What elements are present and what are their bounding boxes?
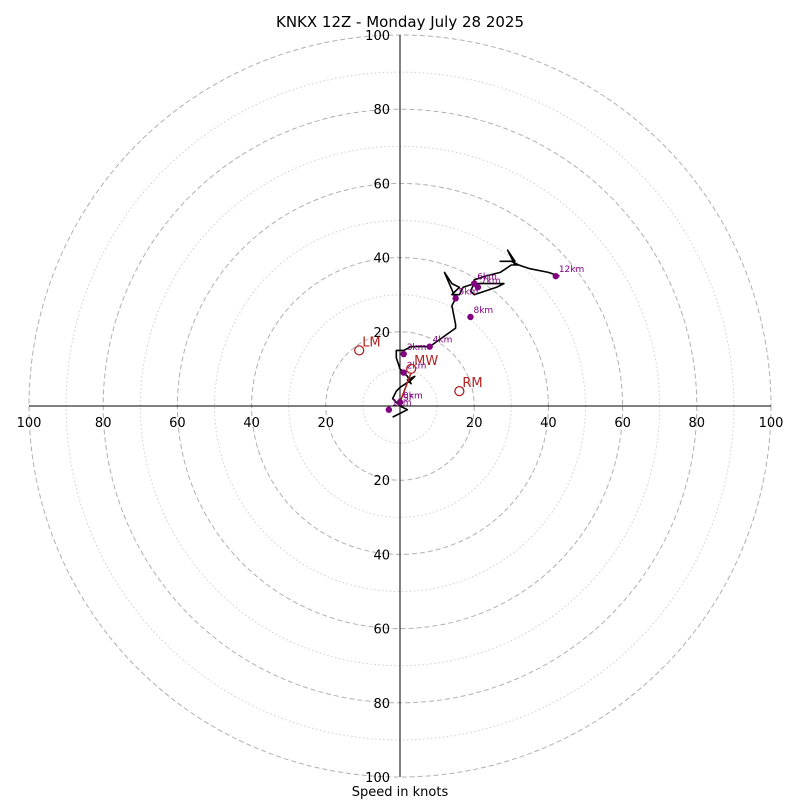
storm-motion-label-rm: RM [462,376,482,391]
storm-motion-rm [454,386,465,397]
y-tick-bottom-100: 100 [365,771,390,786]
hodograph-line [391,249,560,418]
x-tick-left-60: 60 [169,416,186,431]
y-tick-bottom-40: 40 [373,548,390,563]
shear-vector-label: SF [403,393,414,403]
x-tick-left-20: 20 [318,416,335,431]
height-marker-0km [396,399,404,406]
x-tick-left-100: 100 [17,416,42,431]
x-tick-right-20: 20 [466,416,483,431]
x-axis-label: Speed in knots [352,785,449,800]
x-tick-left-40: 40 [243,416,260,431]
tick-labels: 20 20 20 20 40 40 40 40 60 60 60 60 80 80 80 80 100 100 10… [17,29,784,786]
height-label-4km: 4km [433,336,453,346]
y-tick-top-80: 80 [373,103,390,118]
storm-motions: LM RM MW [354,335,483,397]
height-marker-8km [467,313,474,321]
chart-title: KNKX 12Z - Monday July 28 2025 [276,13,524,31]
height-label-2km: 2km [407,362,427,372]
height-label-7km: 7km [481,276,501,286]
y-tick-top-60: 60 [373,177,390,192]
wind-trace: SF [391,249,560,418]
height-label-12km: 12km [559,265,584,275]
height-label-0km: 0km [403,391,423,401]
height-marker-4km [426,343,433,350]
storm-motion-lm [354,345,365,356]
height-markers: 1km0km2km3km4km5km6km7km8km12km [385,265,584,413]
height-label-6km: 6km [477,273,497,283]
storm-motion-label-mw: MW [414,354,438,369]
height-marker-1km [385,406,393,413]
y-tick-top-40: 40 [373,252,390,267]
height-label-8km: 8km [473,306,493,316]
x-tick-right-40: 40 [540,416,557,431]
height-marker-3km [400,350,407,358]
height-marker-2km [400,369,407,376]
x-tick-right-80: 80 [689,416,706,431]
y-tick-top-20: 20 [373,326,390,341]
height-marker-5km [452,295,459,302]
shear-vector [399,372,412,403]
x-tick-right-60: 60 [614,416,631,431]
y-tick-bottom-20: 20 [373,474,390,489]
height-label-3km: 3km [407,343,427,353]
storm-motion-mw [405,363,417,375]
y-tick-bottom-80: 80 [373,697,390,712]
x-tick-right-100: 100 [759,416,784,431]
storm-motion-label-lm: LM [362,335,380,350]
x-tick-left-80: 80 [95,416,112,431]
height-marker-7km [474,284,482,291]
height-marker-12km [552,272,560,280]
height-label-5km: 5km [459,287,479,297]
y-tick-top-100: 100 [365,29,390,44]
y-tick-bottom-60: 60 [373,623,390,638]
